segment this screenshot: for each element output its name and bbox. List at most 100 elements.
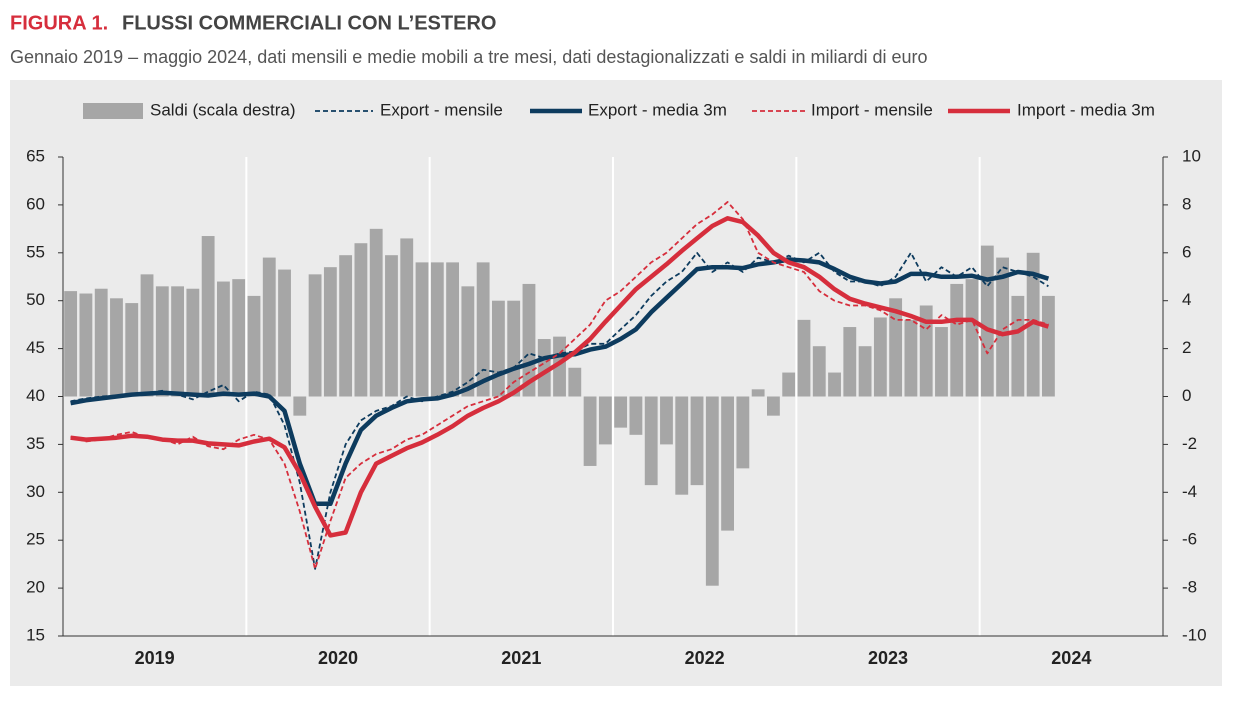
bar bbox=[889, 298, 903, 397]
y2-tick-label: 10 bbox=[1182, 146, 1201, 165]
bar bbox=[873, 317, 887, 397]
bar bbox=[629, 396, 643, 435]
y-tick-label: 40 bbox=[26, 386, 45, 405]
bar bbox=[232, 279, 246, 397]
line-series bbox=[70, 257, 1050, 507]
chart-subtitle: Gennaio 2019 – maggio 2024, dati mensili… bbox=[10, 47, 928, 67]
y-tick-label: 30 bbox=[26, 482, 45, 501]
line-series bbox=[70, 216, 1050, 538]
y-tick-label: 25 bbox=[26, 530, 45, 549]
bar bbox=[369, 228, 383, 397]
bar bbox=[858, 346, 872, 397]
bar bbox=[996, 257, 1009, 397]
y2-tick-label: -6 bbox=[1182, 530, 1197, 549]
bar bbox=[262, 257, 276, 397]
bar bbox=[705, 396, 719, 586]
y2-tick-label: -4 bbox=[1182, 482, 1197, 501]
y2-tick-label: 6 bbox=[1182, 242, 1191, 261]
chart-title: FLUSSI COMMERCIALI CON L’ESTERO bbox=[122, 12, 496, 34]
y2-tick-label: -2 bbox=[1182, 434, 1197, 453]
bar bbox=[461, 286, 475, 397]
y-tick-label: 60 bbox=[26, 194, 45, 213]
bar bbox=[171, 286, 184, 397]
bar bbox=[675, 396, 689, 495]
legend-label: Export - mensile bbox=[380, 100, 503, 119]
bar bbox=[751, 389, 765, 397]
bar bbox=[385, 255, 398, 397]
y-tick-label: 55 bbox=[26, 242, 45, 261]
x-tick-label: 2023 bbox=[868, 648, 908, 668]
dashed-line-series bbox=[70, 201, 1049, 570]
bar bbox=[110, 298, 123, 397]
bar bbox=[155, 286, 169, 397]
bar bbox=[430, 262, 444, 397]
bar bbox=[950, 283, 964, 397]
bar bbox=[354, 243, 368, 397]
y2-tick-label: -8 bbox=[1182, 578, 1197, 597]
bar bbox=[1011, 295, 1025, 397]
bar bbox=[828, 372, 841, 397]
bar bbox=[644, 396, 658, 486]
bar bbox=[843, 327, 857, 397]
bar bbox=[767, 396, 780, 416]
y-tick-label: 50 bbox=[26, 290, 45, 309]
bar bbox=[186, 288, 200, 397]
bar bbox=[400, 238, 414, 397]
bar bbox=[293, 396, 307, 416]
bar bbox=[125, 303, 139, 397]
y-tick-label: 35 bbox=[26, 434, 45, 453]
bar bbox=[201, 236, 215, 397]
bar bbox=[568, 367, 582, 397]
bar bbox=[492, 300, 505, 397]
bar bbox=[736, 396, 750, 469]
legend-swatch bbox=[83, 103, 143, 119]
legend-label: Export - media 3m bbox=[588, 100, 727, 119]
y2-tick-label: 0 bbox=[1182, 386, 1191, 405]
bar bbox=[1026, 252, 1040, 397]
chart-title-prefix: FIGURA 1. bbox=[10, 12, 108, 34]
bar bbox=[507, 300, 521, 397]
bar bbox=[446, 262, 459, 397]
y-tick-label: 65 bbox=[26, 146, 45, 165]
y2-tick-label: 4 bbox=[1182, 290, 1191, 309]
bar bbox=[64, 291, 78, 397]
bar bbox=[904, 319, 918, 397]
x-tick-label: 2021 bbox=[501, 648, 541, 668]
bar bbox=[812, 346, 826, 397]
y2-tick-label: 2 bbox=[1182, 338, 1191, 357]
bar bbox=[308, 274, 322, 397]
bar bbox=[522, 283, 536, 397]
y-tick-label: 15 bbox=[26, 625, 45, 644]
bar bbox=[476, 262, 490, 397]
bar bbox=[660, 396, 673, 445]
legend-label: Saldi (scala destra) bbox=[150, 100, 296, 119]
bar bbox=[797, 319, 811, 397]
bar bbox=[217, 281, 230, 397]
x-tick-label: 2020 bbox=[318, 648, 358, 668]
y2-tick-label: -10 bbox=[1182, 625, 1207, 644]
bar bbox=[690, 396, 704, 486]
bar bbox=[537, 339, 551, 397]
bar bbox=[79, 293, 93, 397]
bar bbox=[935, 327, 948, 397]
bar bbox=[553, 336, 566, 397]
x-tick-label: 2019 bbox=[135, 648, 175, 668]
bar bbox=[247, 295, 261, 397]
bar bbox=[782, 372, 796, 397]
bar bbox=[598, 396, 612, 445]
bar bbox=[1042, 295, 1055, 397]
x-tick-label: 2024 bbox=[1051, 648, 1091, 668]
bar bbox=[323, 267, 337, 397]
legend-label: Import - mensile bbox=[811, 100, 933, 119]
y-tick-label: 20 bbox=[26, 578, 45, 597]
y-tick-label: 45 bbox=[26, 338, 45, 357]
bar bbox=[614, 396, 628, 428]
bar bbox=[980, 245, 994, 397]
bar bbox=[415, 262, 429, 397]
bar bbox=[721, 396, 734, 531]
bar bbox=[140, 274, 154, 397]
bar bbox=[339, 255, 353, 397]
legend-label: Import - media 3m bbox=[1017, 100, 1155, 119]
bar bbox=[583, 396, 597, 466]
